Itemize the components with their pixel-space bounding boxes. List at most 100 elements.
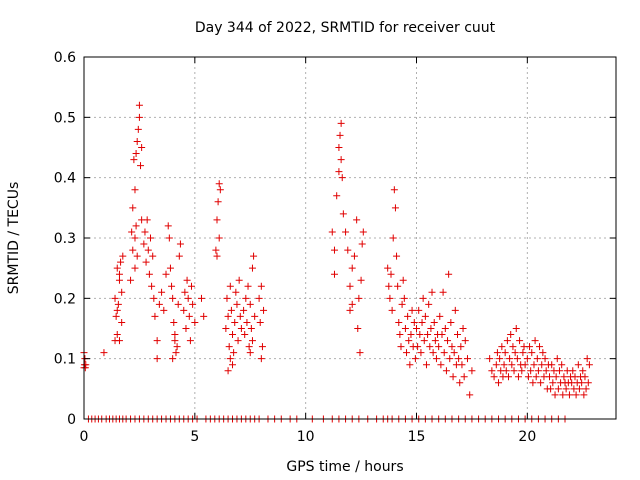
data-point: [114, 300, 122, 308]
data-point: [490, 373, 498, 381]
data-point: [338, 174, 346, 182]
data-point: [215, 180, 223, 188]
data-point: [356, 349, 364, 357]
data-point: [257, 355, 265, 363]
data-point: [385, 282, 393, 290]
data-point: [581, 373, 589, 381]
data-point: [536, 343, 544, 351]
data-point: [439, 288, 447, 296]
data-point: [237, 325, 245, 332]
data-point: [509, 343, 517, 351]
data-point: [416, 331, 424, 339]
data-point: [498, 343, 506, 351]
data-point: [413, 325, 420, 332]
data-point: [389, 234, 397, 242]
data-point: [560, 373, 568, 381]
data-point: [488, 367, 496, 375]
data-point: [532, 373, 540, 381]
y-tick-label: 0.5: [54, 110, 76, 126]
data-point: [115, 270, 123, 278]
data-point: [246, 349, 254, 357]
data-point: [512, 325, 520, 332]
data-point: [542, 367, 550, 375]
data-point: [224, 367, 232, 375]
data-point: [585, 361, 593, 369]
data-point: [248, 337, 256, 345]
data-point: [255, 294, 263, 302]
data-point: [229, 361, 237, 369]
data-point: [143, 216, 151, 224]
data-point: [215, 234, 223, 242]
data-point: [553, 355, 561, 363]
data-point: [155, 300, 163, 308]
data-point: [442, 367, 450, 375]
data-point: [417, 349, 425, 357]
data-point: [336, 131, 344, 139]
data-point: [117, 258, 125, 266]
data-point: [459, 325, 467, 332]
data-point: [390, 186, 398, 194]
data-point: [226, 355, 234, 363]
data-point: [248, 264, 256, 272]
data-point: [514, 373, 522, 381]
data-point: [426, 343, 434, 351]
data-point: [516, 337, 524, 345]
data-point: [115, 276, 123, 284]
data-point: [144, 246, 152, 254]
data-point: [226, 282, 234, 290]
data-point: [513, 355, 521, 363]
data-point: [350, 252, 358, 260]
data-point: [437, 361, 445, 369]
data-point: [468, 367, 476, 375]
data-point: [406, 361, 414, 369]
data-point: [458, 361, 466, 369]
data-point: [504, 373, 512, 381]
data-point: [233, 300, 241, 308]
data-point: [260, 306, 268, 314]
y-tick-label: 0.2: [54, 291, 76, 307]
data-point: [348, 300, 356, 308]
data-point: [428, 288, 436, 296]
data-point: [256, 318, 264, 326]
data-point: [396, 331, 404, 339]
data-point: [135, 113, 143, 121]
data-point: [357, 276, 365, 284]
data-point: [335, 144, 343, 151]
data-point: [565, 391, 573, 399]
data-point: [133, 137, 141, 145]
data-point: [353, 216, 361, 224]
data-point: [200, 312, 208, 320]
data-point: [502, 367, 510, 375]
data-point: [582, 385, 590, 393]
data-point: [257, 282, 265, 290]
data-point: [508, 361, 516, 369]
data-point: [425, 300, 433, 308]
data-point: [165, 234, 173, 242]
data-point: [172, 349, 180, 357]
data-point: [455, 355, 463, 363]
data-point: [559, 391, 567, 399]
data-point: [422, 361, 430, 369]
data-point: [214, 198, 222, 206]
axis-ticks: [83, 56, 616, 420]
data-point: [153, 337, 161, 345]
data-point: [419, 294, 427, 302]
data-point: [537, 379, 545, 387]
data-point: [170, 318, 178, 326]
data-point: [330, 270, 338, 278]
data-point: [541, 355, 549, 363]
data-point: [448, 343, 456, 351]
data-point: [584, 379, 592, 387]
y-tick-label: 0.1: [54, 352, 76, 368]
data-point: [140, 240, 148, 248]
data-point: [344, 246, 352, 254]
data-point: [82, 361, 90, 369]
data-point: [247, 325, 255, 332]
data-point: [384, 264, 392, 272]
data-point: [111, 294, 119, 302]
data-point: [232, 288, 240, 296]
data-point: [445, 270, 453, 278]
data-point: [430, 318, 438, 326]
data-point: [518, 367, 526, 375]
x-tick-label: 10: [297, 429, 315, 445]
